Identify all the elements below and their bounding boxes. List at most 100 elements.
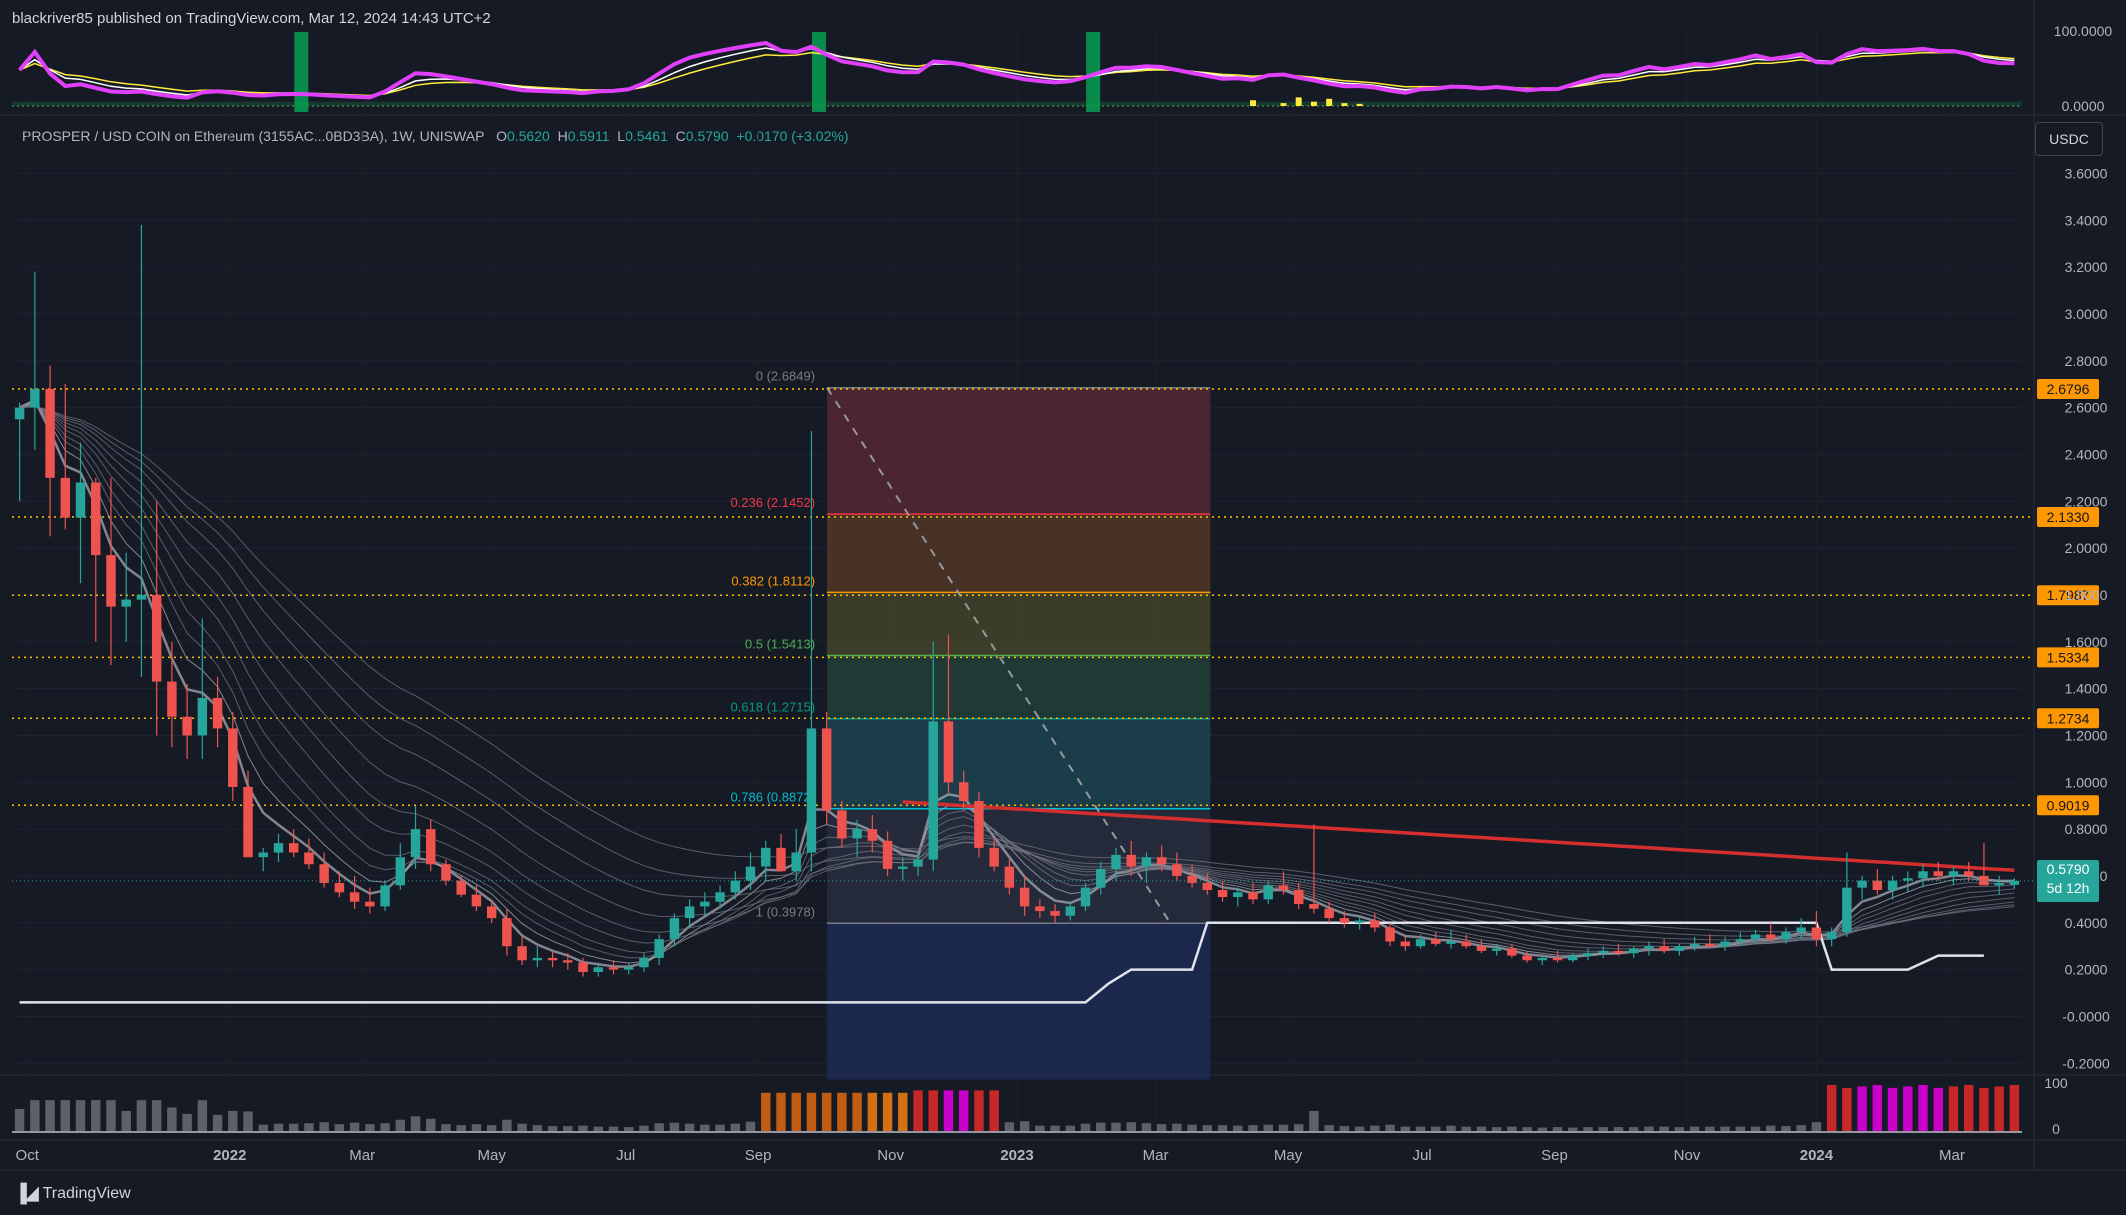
high-label: H [557,128,568,144]
candle-body [608,967,619,970]
tradingview-logo[interactable]: ▐◢ TradingView [14,1183,131,1204]
candle-body [212,697,223,729]
volume-bar [1963,1084,1974,1132]
candle-body [1568,955,1578,961]
volume-bar [1400,1126,1411,1132]
price-level-tag [2037,795,2099,816]
candle-body [1933,871,1943,876]
horizontal-levels[interactable]: 2.6796 2.1330 1.7987 1.5334 1.2734 0.9019 [12,378,2099,816]
volume-bar [151,1100,162,1132]
last-price-label: 0.5790 5d 12h [2037,859,2099,902]
volume-bar [1842,1087,1852,1132]
tradingview-logo-icon: ▐◢ [14,1183,39,1203]
volume-bar [1187,1124,1197,1132]
volume-bar [1750,1126,1761,1132]
candle-body [1431,939,1441,944]
fib-level-label: 0.618 (1.2715) [730,700,815,715]
volume-bar [1735,1126,1746,1132]
brand-name: TradingView [42,1184,131,1202]
volume-panel [12,1084,2022,1133]
volume-bar [2009,1084,2020,1132]
x-tick-label: Nov [1674,1147,1701,1164]
volume-bar [471,1124,482,1132]
volume-bar [1431,1126,1441,1132]
oscillator-fast-line [18,40,2015,100]
candle-body [1248,892,1258,900]
volume-bar [1918,1084,1928,1132]
oscillator-histogram-bar [1250,100,1257,106]
volume-bar [1339,1126,1350,1132]
candle-body [75,482,86,518]
volume-bar [791,1092,801,1132]
volume-bar [14,1108,25,1132]
publisher-caption: blackriver85 published on TradingView.co… [12,10,491,27]
symbol-legend[interactable]: PROSPER / USD COIN on Ethereum (3155AC..… [22,128,849,144]
candle-body [1781,932,1791,940]
price-level-tag [2037,647,2099,668]
volume-bar [1933,1087,1943,1132]
volume-bar [426,1118,436,1132]
volume-bar [1811,1122,1822,1132]
candle-body [273,843,284,853]
price-level-tag-text: 1.5334 [2047,649,2090,665]
volume-bar [608,1126,619,1132]
candle-body [1461,941,1471,947]
candle-body [106,555,116,607]
y-tick-label: -0.0000 [2062,1008,2110,1024]
volume-bar [578,1125,588,1132]
candle-body [1126,854,1136,867]
candle-body [151,594,162,682]
candle-body [1491,948,1502,951]
candle-body [1172,864,1182,876]
volume-bar [334,1124,345,1132]
volume-bar [502,1119,512,1132]
candle-body [182,716,192,736]
volume-bar [1796,1125,1806,1132]
y-tick-label: 2.0000 [2065,540,2108,556]
volume-bar [319,1122,329,1132]
volume-bar [1826,1084,1837,1132]
volume-bar [1583,1127,1593,1132]
fibonacci-retracement[interactable]: 0 (2.6849) 0.236 (2.1452) 0.382 (1.8112) 0.… [730,369,1211,1080]
candle-body [806,728,817,853]
volume-bar [349,1122,360,1132]
candle-body [1004,866,1015,888]
currency-button[interactable]: USDC [2035,122,2103,156]
candle-body [167,681,177,717]
candle-body [913,859,923,867]
fib-zone [827,718,1211,809]
candle-body [1035,906,1045,912]
y-tick-label: 1.6000 [2065,634,2108,650]
oscillator-zone [12,101,2022,106]
candle-body [1750,934,1761,940]
volume-bar [1598,1127,1608,1132]
candle-body [684,906,695,919]
candle-body [1872,880,1883,890]
candle-body [1065,906,1076,916]
x-tick-label: Sep [745,1147,772,1164]
candle-body [45,388,55,478]
candle-body [471,894,482,907]
volume-bar [852,1092,862,1132]
candle-body [1552,957,1563,961]
volume-bar [837,1092,847,1132]
candle-body [319,864,329,883]
candle-body [288,843,299,853]
volume-bar [974,1090,984,1132]
fib-zone [827,387,1211,515]
open-label: O [496,128,507,144]
y-tick-label: 0.4000 [2065,915,2108,931]
volume-bar [1309,1110,1319,1132]
volume-bar [1766,1125,1776,1132]
candle-body [852,829,862,839]
candle-body [730,880,741,893]
volume-bar [410,1116,421,1132]
y-tick-label: 2.6000 [2065,400,2108,416]
y-tick-label: 1.2000 [2065,727,2108,743]
x-tick-label: 2023 [1000,1147,1033,1164]
candle-body [1689,943,1700,947]
fib-zone [827,514,1211,593]
candle-body [1446,941,1456,944]
candle-body [1187,875,1197,883]
